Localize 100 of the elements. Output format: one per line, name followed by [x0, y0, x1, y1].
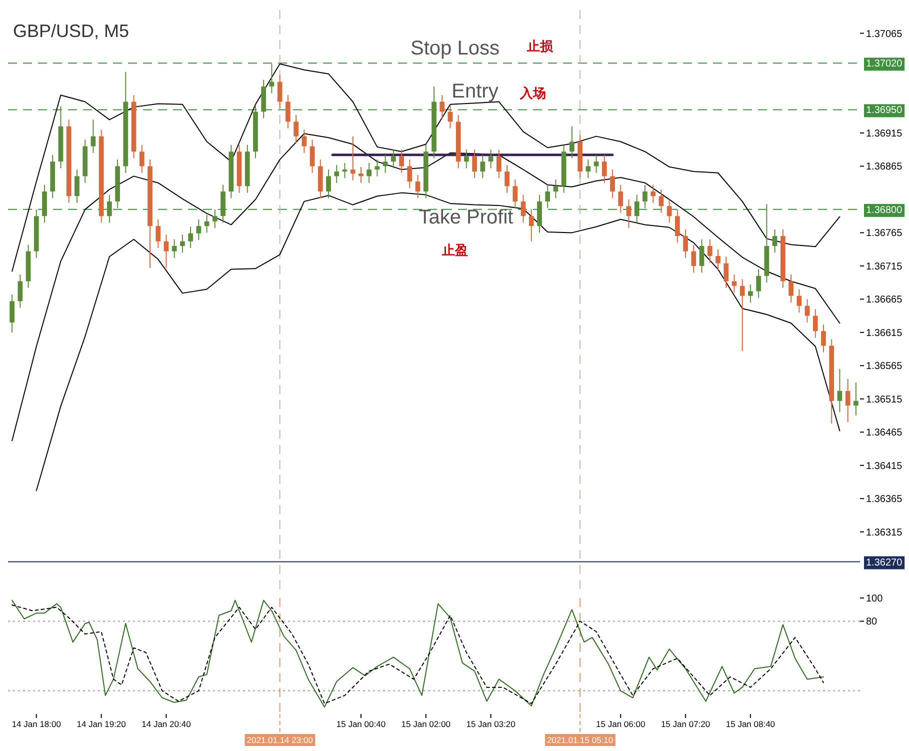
candlestick: [683, 228, 688, 258]
candlestick: [658, 188, 664, 214]
candlestick: [440, 94, 445, 119]
ref-line-label: 1.36950: [866, 105, 903, 116]
candlestick: [326, 169, 331, 199]
x-tick-label: 14 Jan 20:40: [142, 719, 192, 729]
y-tick-label: 1.36465: [866, 428, 903, 439]
candlestick: [837, 368, 842, 413]
candlestick: [480, 154, 486, 179]
candlestick: [520, 194, 526, 224]
candlestick: [570, 126, 574, 159]
y-tick-label: 1.36515: [866, 394, 903, 406]
x-tick-label: 14 Jan 18:00: [12, 719, 62, 729]
candlestick: [374, 159, 380, 177]
candlestick: [756, 268, 762, 298]
annotation: 止损: [526, 38, 554, 54]
annotation: 止盈: [441, 242, 468, 258]
candlestick: [156, 218, 161, 248]
y-tick-label: 1.36615: [866, 328, 903, 339]
y-tick-label: 1.37065: [866, 28, 903, 40]
candlestick: [74, 169, 80, 204]
candlestick: [496, 149, 502, 179]
annotation: 入场: [519, 85, 546, 100]
candlestick: [212, 208, 218, 229]
candlestick: [618, 184, 624, 214]
x-tick-label: 14 Jan 19:20: [76, 719, 126, 729]
candlestick: [196, 218, 202, 241]
candlestick: [334, 164, 340, 184]
candlestick: [610, 169, 615, 199]
y-tick-label: 1.36365: [866, 494, 903, 506]
line-series: [12, 133, 840, 442]
x-tick-label: 15 Jan 02:00: [401, 719, 451, 729]
candlestick: [302, 129, 307, 154]
candlestick: [772, 228, 778, 254]
annotation: Take Profit: [418, 206, 514, 228]
candlestick: [366, 162, 372, 184]
x-tick-label: 15 Jan 06:00: [596, 719, 646, 729]
candlestick: [180, 234, 185, 254]
x-tick-label: 15 Jan 07:20: [660, 719, 710, 729]
candlestick: [748, 284, 753, 303]
y-tick-label: 1.36915: [866, 128, 903, 140]
candlestick: [788, 274, 794, 303]
ref-line-label: 1.37020: [866, 58, 903, 70]
ref-line-label: 2021.01.15 05:10: [546, 735, 614, 745]
candlestick: [415, 174, 420, 199]
candlestick: [172, 238, 177, 258]
candlestick: [674, 208, 680, 244]
x-tick-label: 15 Jan 03:20: [466, 719, 516, 729]
annotation: Stop Loss: [410, 37, 500, 60]
candlestick: [854, 382, 858, 416]
candlestick: [448, 104, 453, 129]
y-tick-label: 1.36715: [866, 261, 903, 272]
ref-line-label: 2021.01.14 23:00: [246, 735, 314, 745]
x-tick-label: 15 Jan 08:40: [726, 719, 776, 729]
x-tick-label: 15 Jan 00:40: [336, 719, 386, 729]
candlestick: [464, 149, 469, 169]
candlestick: [512, 179, 518, 209]
candlestick: [90, 119, 96, 154]
candlestick: [821, 324, 826, 353]
candlestick: [10, 294, 14, 333]
text: GBP/USD, M5: [13, 21, 130, 41]
candlestick: [642, 184, 648, 209]
candlestick: [602, 154, 607, 184]
candlestick: [277, 74, 282, 109]
candlestick: [399, 149, 404, 174]
line-series: [12, 63, 840, 272]
candlestick: [472, 149, 478, 179]
candlestick: [528, 208, 534, 242]
candlestick: [188, 226, 194, 248]
y-tick-label: 80: [866, 616, 878, 628]
y-tick-label: 1.36865: [866, 162, 903, 173]
candlestick: [796, 288, 802, 313]
candlestick: [707, 238, 712, 264]
candlestick: [845, 378, 850, 423]
candlestick: [286, 94, 290, 129]
annotation: Entry: [452, 80, 498, 102]
candlestick: [106, 194, 112, 224]
candlestick: [724, 256, 729, 288]
candlestick: [18, 274, 23, 308]
candlestick: [350, 136, 356, 181]
candlestick: [342, 162, 348, 179]
line-series: [36, 192, 840, 492]
y-tick-label: 1.36415: [866, 460, 903, 472]
candlestick: [666, 198, 672, 224]
candlestick: [139, 144, 144, 174]
candlestick: [699, 238, 704, 274]
candlestick: [732, 274, 737, 294]
candlestick: [804, 298, 810, 323]
candlestick: [310, 139, 315, 174]
candlestick: [812, 308, 818, 338]
candlestick: [294, 114, 298, 144]
y-tick-label: 1.36565: [866, 361, 903, 372]
candlestick: [650, 184, 656, 204]
candlestick: [716, 248, 720, 270]
candlestick: [358, 166, 364, 184]
candlestick: [545, 184, 550, 209]
y-tick-label: 1.36765: [866, 228, 903, 240]
candlestick: [407, 159, 412, 189]
candlestick: [626, 198, 632, 229]
y-tick-label: 1.36315: [866, 527, 903, 538]
